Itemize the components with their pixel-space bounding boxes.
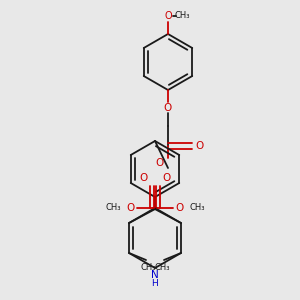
Text: CH₃: CH₃ xyxy=(189,203,205,212)
Text: O: O xyxy=(175,203,183,213)
Text: O: O xyxy=(164,11,172,21)
Text: CH₃: CH₃ xyxy=(174,11,190,20)
Text: O: O xyxy=(162,173,170,183)
Text: O: O xyxy=(195,141,203,151)
Text: O: O xyxy=(156,158,164,168)
Text: O: O xyxy=(127,203,135,213)
Text: CH₃: CH₃ xyxy=(105,203,121,212)
Text: N: N xyxy=(151,270,159,280)
Text: CH₃: CH₃ xyxy=(140,263,156,272)
Text: CH₃: CH₃ xyxy=(154,263,170,272)
Text: O: O xyxy=(164,103,172,113)
Text: H: H xyxy=(152,278,158,287)
Text: O: O xyxy=(140,173,148,183)
